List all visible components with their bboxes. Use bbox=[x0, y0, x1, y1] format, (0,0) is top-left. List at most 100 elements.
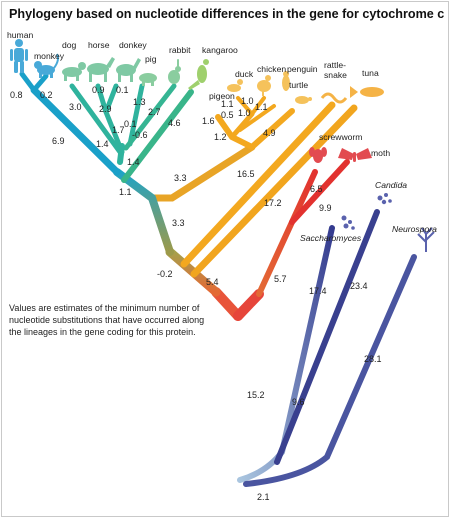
label-tuna: tuna bbox=[362, 68, 379, 78]
label-turtle: turtle bbox=[289, 80, 308, 90]
taxon-labels: human monkey dog horse donkey pig rabbit… bbox=[7, 30, 437, 243]
duck-icon bbox=[227, 79, 243, 92]
branch-pig bbox=[127, 83, 145, 147]
label-pig: pig bbox=[145, 54, 157, 64]
branch-length-labels: 0.8 0.2 6.9 3.0 0.9 0.1 2.9 1.3 1.7 0.1 … bbox=[10, 85, 382, 502]
branch-monkey bbox=[31, 73, 49, 93]
bl-penguin: 1.1 bbox=[255, 102, 268, 112]
neurospora-icon bbox=[417, 227, 435, 252]
branch-duck-chicken bbox=[229, 111, 255, 140]
saccharomyces-icon bbox=[341, 215, 355, 230]
label-chicken: chicken bbox=[257, 64, 286, 74]
label-human: human bbox=[7, 30, 33, 40]
branch-reptiles bbox=[148, 143, 256, 202]
rabbit-icon bbox=[168, 59, 181, 84]
bl-placentals: 1.4 bbox=[127, 157, 140, 167]
bl-chicken: 1.0 bbox=[241, 96, 254, 106]
branch-neurospora bbox=[243, 254, 417, 487]
label-donkey: donkey bbox=[119, 40, 147, 50]
bl-birds-turtle: 3.3 bbox=[174, 173, 187, 183]
branch-placental-core bbox=[117, 143, 125, 165]
bl-primates: 6.9 bbox=[52, 136, 65, 146]
bl-rattlesnake: 16.5 bbox=[237, 169, 255, 179]
figure-title: Phylogeny based on nucleotide difference… bbox=[9, 7, 445, 21]
bl-rabbit: 2.7 bbox=[148, 107, 161, 117]
bl-turtle: 4.9 bbox=[263, 128, 276, 138]
bl-candida: 23.4 bbox=[350, 281, 368, 291]
bl-insects: 5.7 bbox=[274, 274, 287, 284]
branch-animals-right bbox=[233, 289, 264, 321]
bl-mammals: 1.1 bbox=[119, 187, 132, 197]
bl-monkey: 0.2 bbox=[40, 90, 53, 100]
bl-horse-donkey: 2.9 bbox=[99, 104, 112, 114]
turtle-icon bbox=[295, 96, 312, 104]
bl-reptiles: 3.3 bbox=[172, 218, 185, 228]
bl-ungulates: 1.7 bbox=[112, 125, 125, 135]
bl-tuna: 17.2 bbox=[264, 198, 282, 208]
bl-moth: 9.9 bbox=[319, 203, 332, 213]
branch-duck bbox=[236, 96, 254, 116]
branch-penguin bbox=[238, 104, 276, 132]
moth-icon bbox=[338, 148, 372, 162]
organism-pictograms bbox=[10, 39, 435, 252]
bl-duck-chicken: 0.5 bbox=[221, 110, 234, 120]
label-moth: moth bbox=[371, 148, 390, 158]
branch-mammals bbox=[113, 168, 174, 256]
tree-branches bbox=[19, 71, 417, 506]
branch-dog bbox=[69, 83, 123, 155]
label-rattlesnake-line2: snake bbox=[324, 70, 347, 80]
monkey-icon bbox=[34, 53, 59, 78]
bl-human: 0.8 bbox=[10, 90, 23, 100]
bl-duck: 1.1 bbox=[221, 99, 234, 109]
branch-donkey bbox=[103, 83, 119, 115]
pig-icon bbox=[139, 73, 157, 86]
branch-chicken bbox=[250, 96, 266, 116]
bl-neurospora: 28.1 bbox=[364, 354, 382, 364]
branch-rattlesnake bbox=[180, 101, 336, 268]
bl-chicken-penguin: 1.0 bbox=[238, 108, 251, 118]
branch-screwworm bbox=[256, 169, 318, 297]
bl-root: 2.1 bbox=[257, 492, 270, 502]
rattlesnake-icon bbox=[320, 92, 348, 104]
label-saccharomyces: Saccharomyces bbox=[300, 233, 362, 243]
bl-yeasts: 9.6 bbox=[292, 397, 305, 407]
label-monkey: monkey bbox=[34, 51, 65, 61]
screwworm-icon bbox=[309, 147, 327, 163]
dog-icon bbox=[62, 62, 86, 81]
branch-animals-left bbox=[211, 287, 243, 321]
tuna-icon bbox=[350, 86, 384, 98]
bl-saccharomyces: 17.4 bbox=[309, 286, 327, 296]
chicken-icon bbox=[257, 75, 271, 96]
branch-turtle bbox=[249, 108, 295, 150]
donkey-icon bbox=[116, 58, 141, 82]
candida-icon bbox=[377, 193, 392, 205]
bl-animals: 5.4 bbox=[206, 277, 219, 287]
label-penguin: penguin bbox=[287, 64, 318, 74]
label-rabbit: rabbit bbox=[169, 45, 191, 55]
label-candida: Candida bbox=[375, 180, 407, 190]
bl-dog: 3.0 bbox=[69, 102, 82, 112]
bl-rabbit-stem: -0.6 bbox=[132, 130, 148, 140]
label-horse: horse bbox=[88, 40, 110, 50]
caption-note: Values are estimates of the minimum numb… bbox=[9, 303, 205, 337]
bl-kangaroo: 4.6 bbox=[168, 118, 181, 128]
label-duck: duck bbox=[235, 69, 254, 79]
bl-horse: 0.9 bbox=[92, 85, 105, 95]
penguin-icon bbox=[282, 71, 290, 91]
human-icon bbox=[10, 39, 28, 73]
bl-vertebrates: -0.2 bbox=[157, 269, 173, 279]
bl-screwworm: 6.5 bbox=[310, 184, 323, 194]
branch-kangaroo bbox=[121, 89, 194, 183]
bl-fungi-stem: 15.2 bbox=[247, 390, 265, 400]
kangaroo-icon bbox=[188, 59, 209, 90]
label-rattlesnake-line1: rattle- bbox=[324, 60, 346, 70]
branch-tuna bbox=[190, 104, 358, 278]
branch-moth bbox=[289, 159, 350, 225]
label-screwworm: screwworm bbox=[319, 132, 362, 142]
branch-candida bbox=[274, 209, 380, 465]
branch-rabbit bbox=[123, 83, 177, 151]
label-neurospora: Neurospora bbox=[392, 224, 437, 234]
bl-dog-ungulates: 0.1 bbox=[124, 119, 137, 129]
